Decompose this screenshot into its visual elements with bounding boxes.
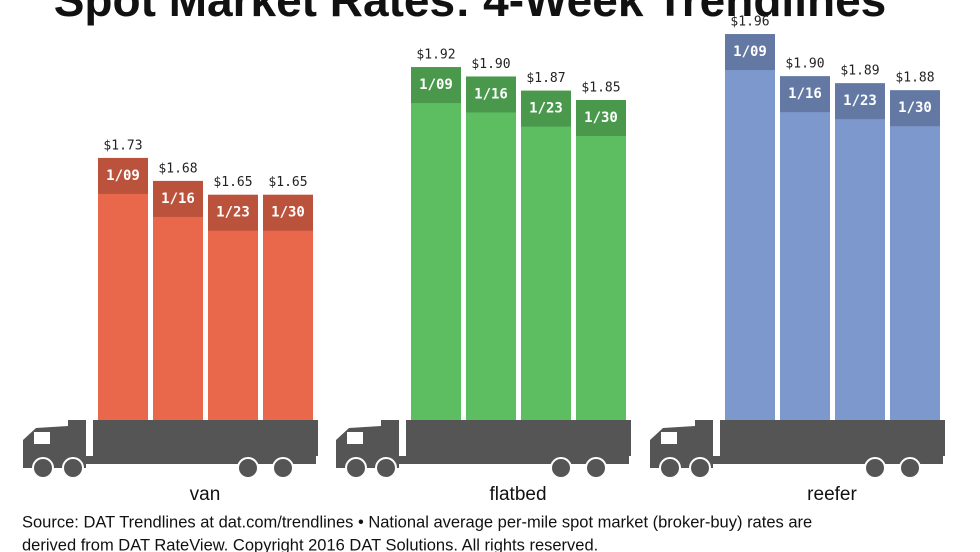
bar bbox=[890, 90, 940, 420]
wheel bbox=[899, 457, 921, 479]
cab-window bbox=[347, 432, 363, 444]
date-label: 1/09 bbox=[419, 77, 453, 93]
value-label: $1.87 bbox=[526, 71, 565, 86]
bar bbox=[835, 83, 885, 420]
bar bbox=[411, 67, 461, 420]
bar-cap bbox=[98, 157, 148, 194]
bar-cap bbox=[208, 194, 258, 231]
wheel bbox=[375, 457, 397, 479]
source-line: derived from DAT RateView. Copyright 201… bbox=[22, 536, 598, 552]
date-label: 1/23 bbox=[216, 205, 250, 221]
chassis bbox=[665, 456, 943, 464]
bar-cap bbox=[576, 100, 626, 136]
value-label: $1.90 bbox=[471, 57, 510, 72]
x-axis-label: reefer bbox=[807, 484, 857, 505]
date-label: 1/16 bbox=[474, 86, 508, 102]
date-label: 1/09 bbox=[106, 168, 140, 184]
chassis bbox=[351, 456, 629, 464]
date-label: 1/30 bbox=[584, 110, 618, 126]
wheel bbox=[585, 457, 607, 479]
bar bbox=[466, 76, 516, 421]
date-label: 1/23 bbox=[843, 93, 877, 109]
bar-cap bbox=[153, 180, 203, 217]
x-axis-label: van bbox=[190, 484, 221, 505]
bar-cap bbox=[263, 194, 313, 231]
bar bbox=[208, 194, 258, 420]
value-label: $1.92 bbox=[416, 48, 455, 63]
trailer bbox=[406, 420, 631, 456]
x-axis-label: flatbed bbox=[489, 484, 546, 505]
value-label: $1.68 bbox=[158, 161, 197, 176]
date-label: 1/16 bbox=[788, 86, 822, 102]
value-label: $1.65 bbox=[268, 175, 307, 190]
wheel bbox=[864, 457, 886, 479]
source-line: Source: DAT Trendlines at dat.com/trendl… bbox=[22, 513, 812, 531]
chassis bbox=[38, 456, 316, 464]
cab-window bbox=[34, 432, 50, 444]
bar bbox=[780, 76, 830, 420]
bar bbox=[725, 34, 775, 420]
bar bbox=[153, 180, 203, 420]
bar-cap bbox=[466, 76, 516, 113]
wheel bbox=[237, 457, 259, 479]
bar-cap bbox=[780, 76, 830, 113]
wheel bbox=[345, 457, 367, 479]
cab-window bbox=[661, 432, 677, 444]
date-label: 1/09 bbox=[733, 44, 767, 60]
bar-cap bbox=[890, 90, 940, 127]
date-label: 1/23 bbox=[529, 101, 563, 117]
value-label: $1.89 bbox=[840, 64, 879, 79]
value-label: $1.85 bbox=[581, 81, 620, 96]
value-label: $1.65 bbox=[213, 175, 252, 190]
trailer bbox=[720, 420, 945, 456]
value-label: $1.88 bbox=[895, 71, 934, 86]
value-label: $1.73 bbox=[103, 138, 142, 153]
bar bbox=[576, 100, 626, 420]
bar bbox=[521, 90, 571, 421]
bar-cap bbox=[521, 90, 571, 127]
wheel bbox=[550, 457, 572, 479]
date-label: 1/16 bbox=[161, 191, 195, 207]
date-label: 1/30 bbox=[271, 205, 305, 221]
value-label: $1.90 bbox=[785, 57, 824, 72]
wheel bbox=[272, 457, 294, 479]
chart-title: Spot Market Rates: 4-Week Trendlines bbox=[54, 0, 887, 26]
wheel bbox=[62, 457, 84, 479]
wheel bbox=[32, 457, 54, 479]
value-label: $1.96 bbox=[730, 15, 769, 30]
date-label: 1/30 bbox=[898, 100, 932, 116]
bar-cap bbox=[725, 34, 775, 71]
wheel bbox=[659, 457, 681, 479]
wheel bbox=[689, 457, 711, 479]
trailer bbox=[93, 420, 318, 456]
bar-cap bbox=[411, 67, 461, 104]
bar-cap bbox=[835, 83, 885, 120]
bar bbox=[263, 194, 313, 420]
bar bbox=[98, 157, 148, 420]
